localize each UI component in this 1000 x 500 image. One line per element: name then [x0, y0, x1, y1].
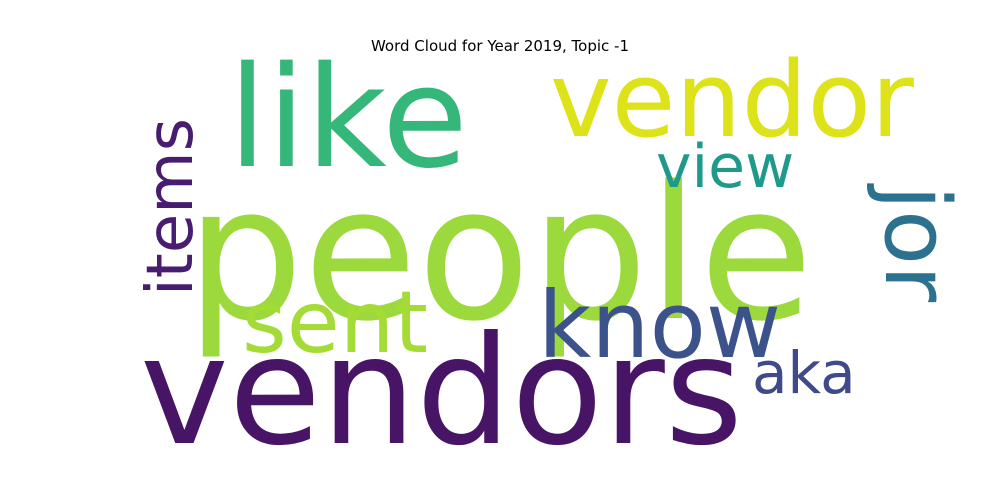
word-jor: jor — [864, 183, 969, 302]
word-items: items — [134, 118, 208, 296]
word-people: people — [186, 146, 813, 362]
word-vendors: vendors — [140, 305, 743, 479]
word-like: like — [228, 37, 468, 200]
word-view: view — [656, 132, 794, 202]
word-know: know — [538, 272, 781, 379]
word-vendor: vendor — [550, 39, 914, 161]
word-sent: sent — [242, 273, 428, 373]
word-aka: aka — [752, 339, 856, 407]
chart-title: Word Cloud for Year 2019, Topic -1 — [370, 37, 630, 55]
